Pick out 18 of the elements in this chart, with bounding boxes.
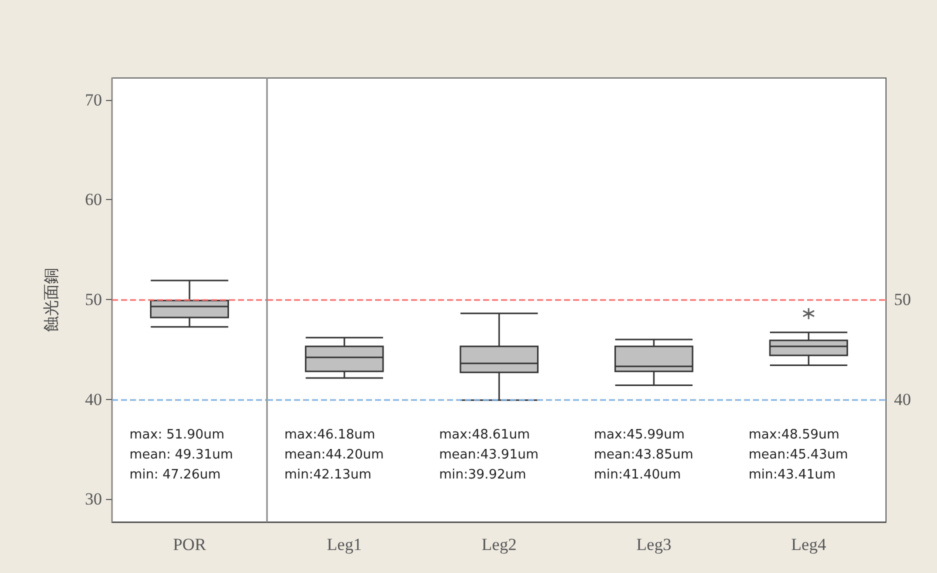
annotation: max:46.18um mean:44.20um min:42.13um (284, 428, 384, 482)
x-tick-label: Leg4 (791, 535, 827, 554)
annotation: max:48.59um mean:45.43um min:43.41um (748, 428, 848, 482)
x-tick-label: POR (172, 535, 207, 554)
x-tick-label: Leg2 (482, 535, 517, 554)
annotation: max:45.99um mean:43.85um min:41.40um (594, 428, 694, 482)
y-tick-label: 40 (85, 390, 102, 409)
y-tick-label: 60 (85, 190, 102, 210)
ref-line-label: 50 (894, 290, 911, 309)
annotation: max:48.61um mean:43.91um min:39.92um (439, 428, 538, 482)
y-tick-label: 70 (85, 90, 102, 110)
x-tick-label: Leg3 (636, 535, 672, 554)
y-tick-label: 30 (85, 490, 102, 509)
y-tick-label: 50 (85, 290, 102, 309)
annotation: max: 51.90um mean: 49.31um min: 47.26um (130, 428, 233, 482)
y-axis-title: 蝕光面銅 (42, 268, 60, 332)
x-tick-label: Leg1 (326, 535, 362, 554)
ref-line-label: 40 (894, 390, 911, 409)
